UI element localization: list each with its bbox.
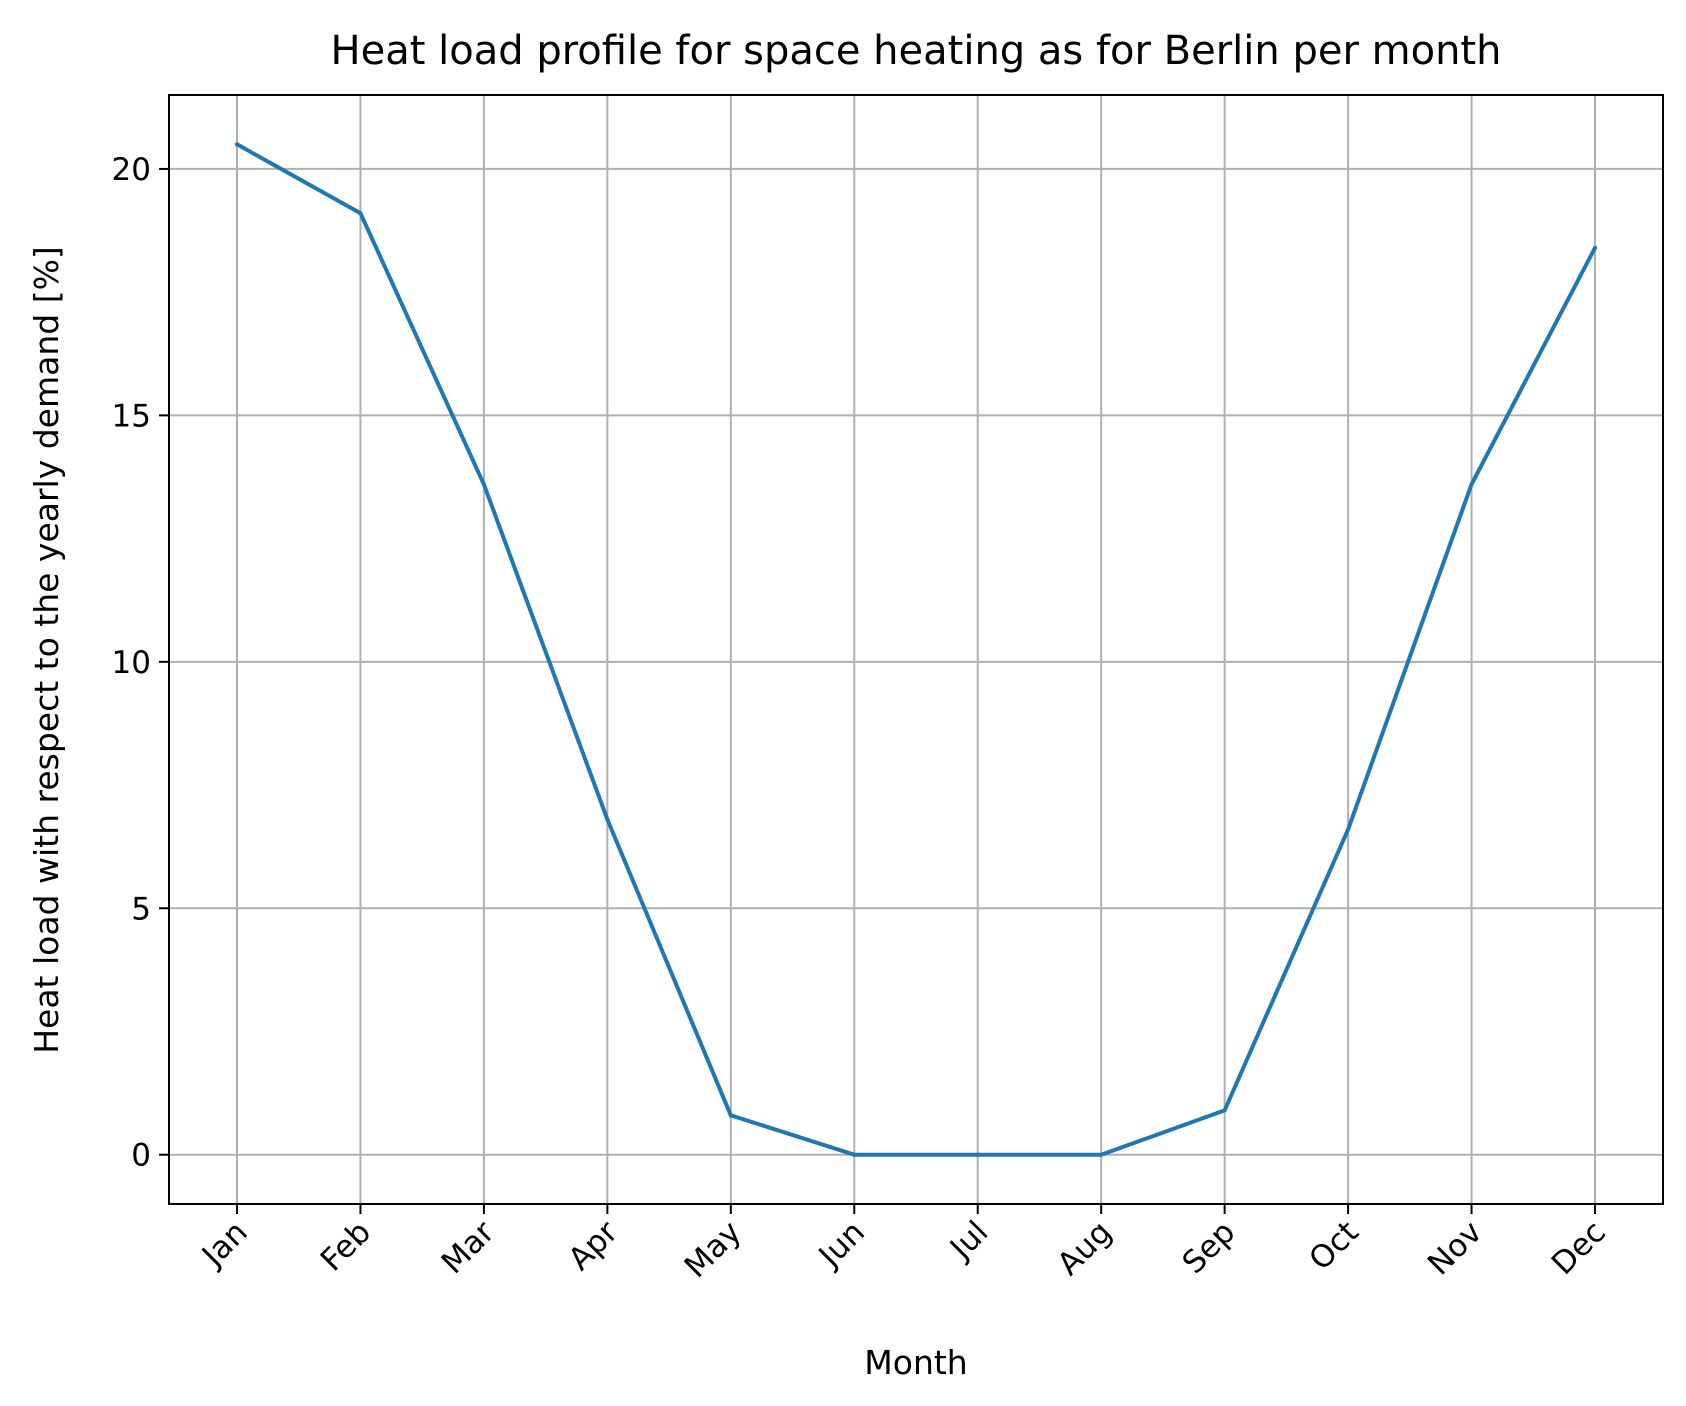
x-axis: Jan Feb Mar Apr May Jun Jul Aug Sep Oct Nov Dec xyxy=(194,1204,1613,1285)
data-point xyxy=(852,1152,857,1157)
x-tick-label: Mar xyxy=(435,1214,502,1281)
x-tick-label: May xyxy=(678,1214,749,1285)
x-tick-label: Jul xyxy=(942,1214,995,1267)
data-point xyxy=(728,1113,733,1118)
data-point xyxy=(1222,1108,1227,1113)
data-point xyxy=(1469,482,1474,487)
x-tick-label: Jan xyxy=(194,1214,255,1275)
chart-title: Heat load profile for space heating as f… xyxy=(331,28,1502,74)
x-tick-label: Apr xyxy=(562,1214,626,1278)
data-point xyxy=(1346,827,1351,832)
x-axis-label: Month xyxy=(864,1343,967,1382)
data-point xyxy=(1099,1152,1104,1157)
data-point xyxy=(481,482,486,487)
y-tick-label: 20 xyxy=(112,152,151,188)
y-tick-label: 10 xyxy=(112,645,151,681)
x-tick-label: Aug xyxy=(1051,1214,1119,1282)
x-tick-label: Oct xyxy=(1302,1214,1365,1277)
plot-frame xyxy=(168,94,1664,1205)
series-line xyxy=(236,142,1597,1157)
y-tick-label: 5 xyxy=(131,891,151,927)
data-point xyxy=(605,817,610,822)
x-tick-label: Nov xyxy=(1421,1214,1489,1282)
x-tick-label: Dec xyxy=(1545,1214,1613,1282)
x-tick-label: Sep xyxy=(1176,1214,1243,1281)
y-tick-label: 0 xyxy=(131,1138,151,1174)
data-point xyxy=(358,211,363,216)
x-tick-label: Feb xyxy=(314,1214,378,1278)
data-point xyxy=(1593,245,1597,250)
y-axis: 0 5 10 15 20 xyxy=(112,152,169,1174)
data-point xyxy=(235,142,239,147)
series-layer xyxy=(235,142,1597,1157)
y-axis-label: Heat load with respect to the yearly dem… xyxy=(27,246,66,1054)
y-tick-label: 15 xyxy=(112,398,151,434)
data-point xyxy=(975,1152,980,1157)
grid-lines xyxy=(169,95,1663,1204)
x-tick-label: Jun xyxy=(811,1214,872,1275)
